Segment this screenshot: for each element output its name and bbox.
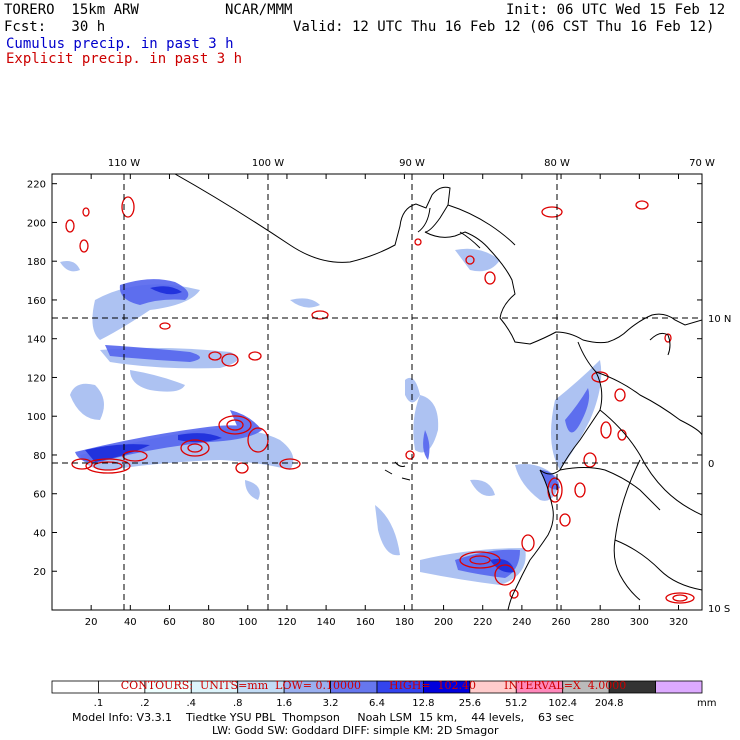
model-title: TORERO 15km ARW: [4, 2, 139, 18]
graticule: [52, 174, 702, 610]
colorbar-label: 51.2: [505, 698, 527, 709]
colorbar-label: 12.8: [412, 698, 434, 709]
x-tick-label: 260: [551, 617, 570, 628]
x-tick-label: 40: [124, 617, 137, 628]
x-tick-label: 240: [512, 617, 531, 628]
model-info-line: Model Info: V3.3.1 Tiedtke YSU PBL Thomp…: [72, 711, 575, 724]
y-tick-label: 80: [33, 451, 46, 462]
y-tick-label: 140: [27, 335, 46, 346]
map-frame: [51, 173, 703, 611]
x-tick-label: 60: [163, 617, 176, 628]
colorbar: [51, 680, 703, 694]
init-time: Init: 06 UTC Wed 15 Feb 12: [506, 2, 726, 18]
y-tick-label: 180: [27, 257, 46, 268]
colorbar-unit: mm: [697, 698, 716, 709]
colorbar-label: 204.8: [595, 698, 624, 709]
colorbar-label: 6.4: [369, 698, 385, 709]
colorbar-label: .4: [187, 698, 197, 709]
colorbar-label: .2: [140, 698, 150, 709]
forecast-hour: Fcst: 30 h: [4, 19, 106, 35]
y-tick-label: 200: [27, 218, 46, 229]
x-axis-labels: 20 40 60 80 100 120 140 160 180 200 220 240 260 280 30…: [85, 617, 688, 628]
x-tick-label: 320: [669, 617, 688, 628]
colorbar-label: 1.6: [276, 698, 292, 709]
colorbar-label: 102.4: [548, 698, 577, 709]
y-tick-label: 120: [27, 373, 46, 384]
explicit-contours: [65, 196, 695, 604]
precip-layer: [52, 174, 702, 610]
y-tick-label: 100: [27, 412, 46, 423]
contour-units: CONTOURS: UNITS=mm LOW= 0.10000: [120, 679, 361, 692]
x-tick-label: 300: [630, 617, 649, 628]
colorbar-swatch: [655, 680, 703, 694]
organization-label: NCAR/MMM: [225, 2, 293, 18]
model-physics-line: LW: Godd SW: Goddard DIFF: simple KM: 2D…: [212, 724, 499, 737]
y-axis-labels: 20 40 60 80 100 120 140 160 180 200 220: [27, 180, 46, 579]
explicit-legend-label: Explicit precip. in past 3 h: [6, 51, 243, 67]
x-tick-label: 220: [473, 617, 492, 628]
cumulus-core-shading: [85, 286, 515, 573]
lon-label-80w: 80 W: [544, 158, 570, 169]
colorbar-label: 3.2: [323, 698, 339, 709]
lat-label-0: 0: [708, 459, 714, 470]
axis-tick-marks: [52, 174, 702, 610]
lat-label-10s: 10 S: [708, 604, 730, 615]
colorbar-labels: .1 .2 .4 .8 1.6 3.2 6.4 12.8 25.6 51.2 102.4 204.8: [94, 698, 624, 709]
lon-label-70w: 70 W: [689, 158, 715, 169]
x-tick-label: 120: [277, 617, 296, 628]
colorbar-label: .1: [94, 698, 104, 709]
x-tick-label: 280: [591, 617, 610, 628]
contour-high: HIGH= 102.40: [388, 679, 477, 692]
map-background: [52, 174, 702, 610]
lon-label-100w: 100 W: [252, 158, 284, 169]
colorbar-label: .8: [233, 698, 243, 709]
x-tick-label: 200: [434, 617, 453, 628]
x-tick-label: 180: [395, 617, 414, 628]
y-tick-label: 220: [27, 180, 46, 191]
lat-label-10n: 10 N: [708, 314, 731, 325]
y-tick-label: 60: [33, 490, 46, 501]
lon-label-90w: 90 W: [399, 158, 425, 169]
contour-interval: INTERVAL=X 4.0000: [504, 679, 627, 692]
x-tick-label: 100: [238, 617, 257, 628]
x-tick-label: 80: [202, 617, 215, 628]
y-tick-label: 20: [33, 567, 46, 578]
contour-info: CONTOURS: UNITS=mm LOW= 0.10000 HIGH= 102…: [0, 666, 740, 692]
colorbar-label: 25.6: [459, 698, 481, 709]
lon-label-110w: 110 W: [108, 158, 140, 169]
x-tick-label: 20: [85, 617, 98, 628]
x-tick-label: 140: [317, 617, 336, 628]
x-tick-label: 160: [356, 617, 375, 628]
coastlines: [174, 174, 702, 610]
y-tick-label: 160: [27, 296, 46, 307]
cumulus-legend-label: Cumulus precip. in past 3 h: [6, 36, 234, 52]
y-tick-label: 40: [33, 528, 46, 539]
valid-time: Valid: 12 UTC Thu 16 Feb 12 (06 CST Thu …: [293, 19, 715, 35]
